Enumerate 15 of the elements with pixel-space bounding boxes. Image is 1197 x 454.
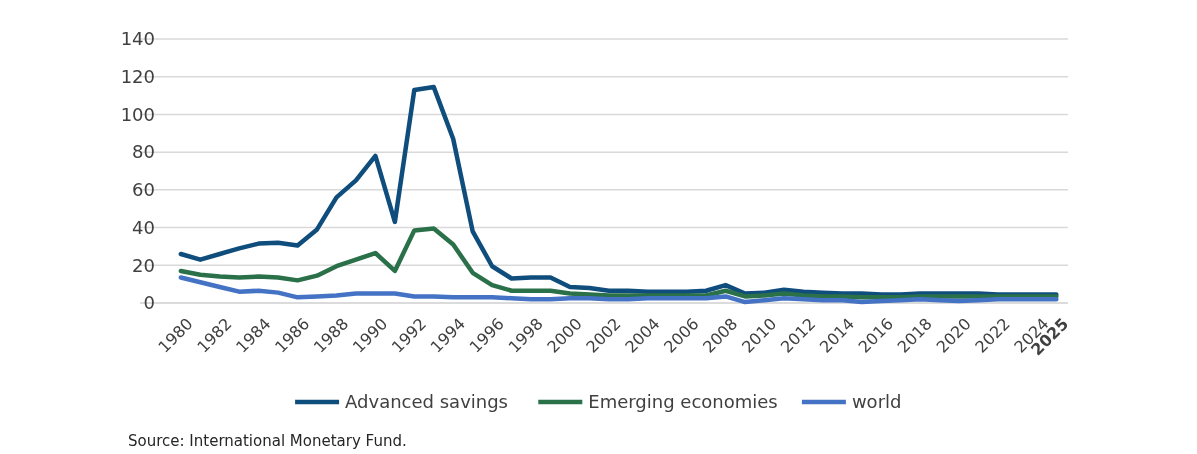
- source-note: Source: International Monetary Fund.: [128, 432, 407, 450]
- line-series: [178, 84, 1059, 297]
- y-tick-label: 20: [132, 254, 155, 276]
- y-tick-label: 40: [132, 216, 155, 238]
- y-tick-label: 60: [132, 179, 155, 201]
- y-tick-label: 100: [120, 103, 155, 125]
- y-tick-label: 140: [120, 28, 155, 50]
- y-tick-label: 120: [120, 66, 155, 88]
- y-tick-label: 0: [143, 292, 155, 314]
- y-tick-label: 80: [132, 141, 155, 163]
- legend-label: Advanced savings: [345, 391, 509, 413]
- legend-label: Emerging economies: [588, 391, 778, 413]
- legend-label: world: [851, 391, 902, 413]
- line-series: [178, 275, 1059, 305]
- line-series: [178, 226, 1059, 300]
